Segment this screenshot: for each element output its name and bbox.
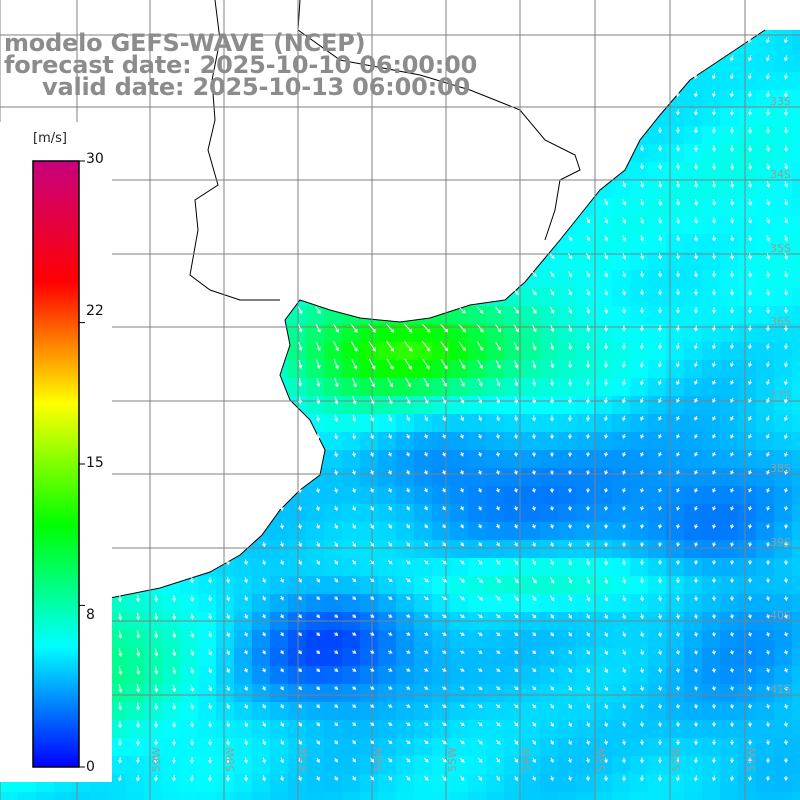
latitude-labels: 33S 34S 35S 36S 37S 38S 39S 40S 41S [770,95,791,696]
colorbar-label-8: 8 [86,607,95,623]
lon-label: 59W [150,747,163,772]
lon-label: 56W [372,747,385,772]
colorbar-label-0: 0 [86,759,95,775]
wind-arrows [9,37,789,782]
colorbar [0,122,112,782]
colorbar-label-30: 30 [86,151,104,167]
forecast-date: forecast date: 2025-10-10 06:00:00 [4,51,478,79]
lat-label: 40S [770,609,791,622]
lon-label: 54W [520,747,533,772]
colorbar-label-15: 15 [86,455,104,471]
lat-label: 41S [770,683,791,696]
colorbar-unit: [m/s] [33,131,67,146]
lat-label: 37S [770,389,791,402]
colorbar-label-22: 22 [86,303,104,319]
valid-date: valid date: 2025-10-13 06:00:00 [42,73,470,101]
lat-label: 34S [770,168,791,181]
lon-label: 58W [224,747,237,772]
lat-label: 33S [770,95,791,108]
model-title: modelo GEFS-WAVE (NCEP) [4,29,366,57]
lat-label: 38S [770,462,791,475]
lon-label: 53W [595,747,608,772]
lon-label: 55W [446,747,459,772]
lat-label: 35S [770,242,791,255]
lon-label: 57W [298,747,311,772]
lat-label: 36S [770,315,791,328]
lon-label: 51W [745,747,758,772]
lon-label: 52W [670,747,683,772]
lat-label: 39S [770,536,791,549]
